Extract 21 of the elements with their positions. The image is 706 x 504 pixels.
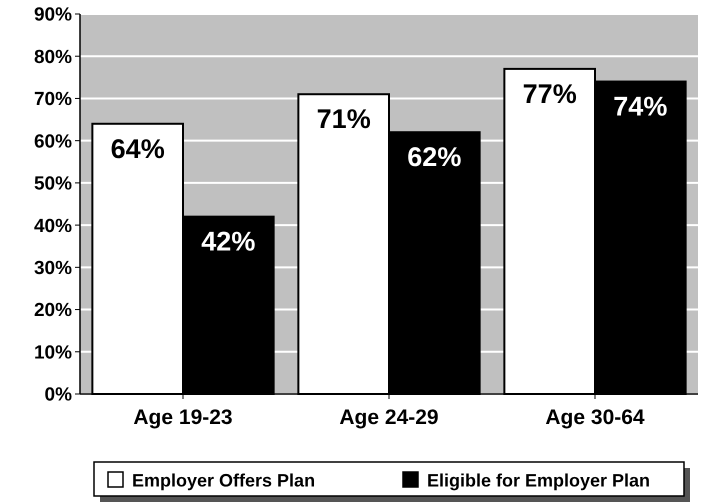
y-tick-label: 70%	[34, 89, 72, 110]
data-label: 42%	[201, 226, 256, 257]
data-label: 71%	[316, 104, 371, 134]
legend-label: Eligible for Employer Plan	[427, 470, 650, 490]
x-tick-label: Age 30-64	[545, 406, 645, 429]
data-label: 74%	[613, 92, 668, 122]
y-tick-label: 40%	[34, 216, 72, 237]
legend-label: Employer Offers Plan	[132, 470, 316, 490]
y-tick-label: 80%	[34, 46, 72, 68]
data-label: 62%	[407, 142, 462, 172]
y-tick-label: 50%	[34, 174, 72, 195]
x-tick-label: Age 19-23	[133, 406, 233, 429]
y-tick-label: 30%	[34, 258, 72, 279]
y-tick-label: 0%	[44, 384, 72, 406]
y-tick-label: 60%	[34, 131, 72, 152]
y-tick-label: 90%	[34, 4, 72, 26]
y-tick-label: 20%	[34, 300, 72, 322]
data-label: 77%	[522, 78, 577, 109]
data-label: 64%	[110, 134, 165, 164]
x-tick-label: Age 24-29	[339, 406, 439, 429]
y-tick-label: 10%	[34, 342, 72, 364]
